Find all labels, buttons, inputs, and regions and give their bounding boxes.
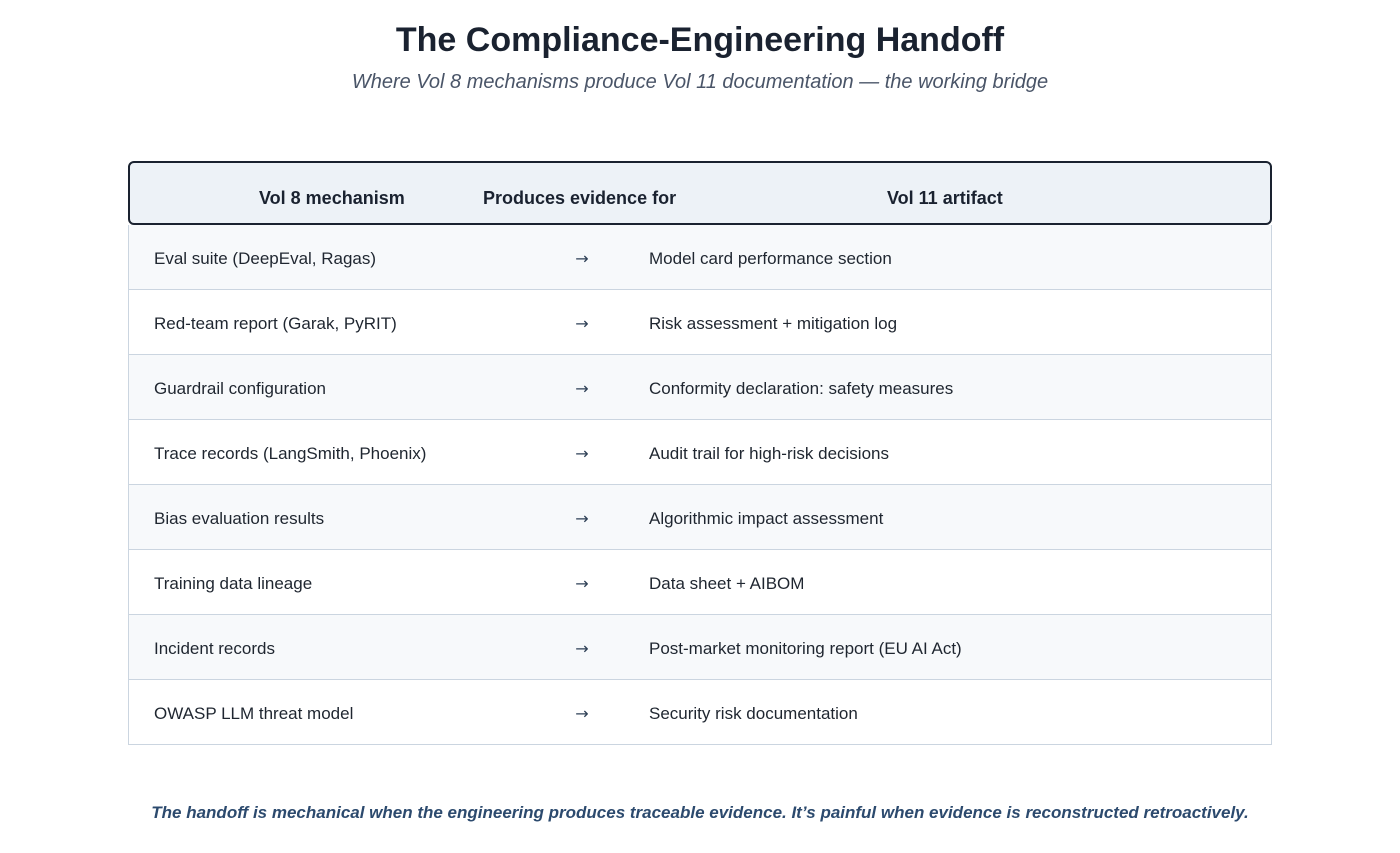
arrow-right-icon: →: [575, 314, 589, 333]
mechanism-cell: Guardrail configuration: [154, 379, 326, 398]
arrow-right-icon: →: [575, 249, 589, 268]
mechanism-cell: Eval suite (DeepEval, Ragas): [154, 249, 377, 268]
table-row: Eval suite (DeepEval, Ragas) → Model car…: [129, 225, 1271, 290]
mechanism-cell: Incident records: [154, 639, 275, 658]
artifact-cell: Algorithmic impact assessment: [649, 509, 884, 528]
page-title: The Compliance-Engineering Handoff: [395, 21, 1005, 59]
mechanism-cell: OWASP LLM threat model: [154, 704, 354, 723]
artifact-cell: Risk assessment + mitigation log: [649, 314, 898, 333]
table-row: Bias evaluation results → Algorithmic im…: [129, 485, 1271, 550]
mechanism-cell: Red-team report (Garak, PyRIT): [154, 314, 397, 333]
handoff-table: Vol 8 mechanism Produces evidence for Vo…: [128, 161, 1272, 745]
artifact-cell: Security risk documentation: [649, 704, 858, 723]
artifact-cell: Audit trail for high-risk decisions: [649, 444, 889, 463]
artifact-cell: Post-market monitoring report (EU AI Act…: [649, 639, 962, 658]
mechanism-cell: Bias evaluation results: [154, 509, 325, 528]
arrow-right-icon: →: [575, 704, 589, 723]
table-row: Incident records → Post-market monitorin…: [129, 615, 1271, 680]
header-vol11-artifact: Vol 11 artifact: [887, 188, 1003, 208]
arrow-right-icon: →: [575, 574, 589, 593]
artifact-cell: Conformity declaration: safety measures: [649, 379, 954, 398]
table-row: Guardrail configuration → Conformity dec…: [129, 355, 1271, 420]
table-row: Trace records (LangSmith, Phoenix) → Aud…: [129, 420, 1271, 485]
artifact-cell: Data sheet + AIBOM: [649, 574, 805, 593]
table-body: Eval suite (DeepEval, Ragas) → Model car…: [128, 225, 1272, 745]
table-row: OWASP LLM threat model → Security risk d…: [129, 680, 1271, 745]
footer-note: The handoff is mechanical when the engin…: [151, 803, 1249, 822]
header-produces-evidence-for: Produces evidence for: [483, 188, 677, 208]
arrow-right-icon: →: [575, 639, 589, 658]
arrow-right-icon: →: [575, 444, 589, 463]
table-row: Training data lineage → Data sheet + AIB…: [129, 550, 1271, 615]
arrow-right-icon: →: [575, 509, 589, 528]
mechanism-cell: Trace records (LangSmith, Phoenix): [154, 444, 427, 463]
table-row: Red-team report (Garak, PyRIT) → Risk as…: [129, 290, 1271, 355]
artifact-cell: Model card performance section: [649, 249, 892, 268]
header-vol8-mechanism: Vol 8 mechanism: [259, 188, 405, 208]
mechanism-cell: Training data lineage: [154, 574, 313, 593]
arrow-right-icon: →: [575, 379, 589, 398]
page-subtitle: Where Vol 8 mechanisms produce Vol 11 do…: [351, 71, 1049, 93]
table-header: Vol 8 mechanism Produces evidence for Vo…: [128, 161, 1272, 225]
